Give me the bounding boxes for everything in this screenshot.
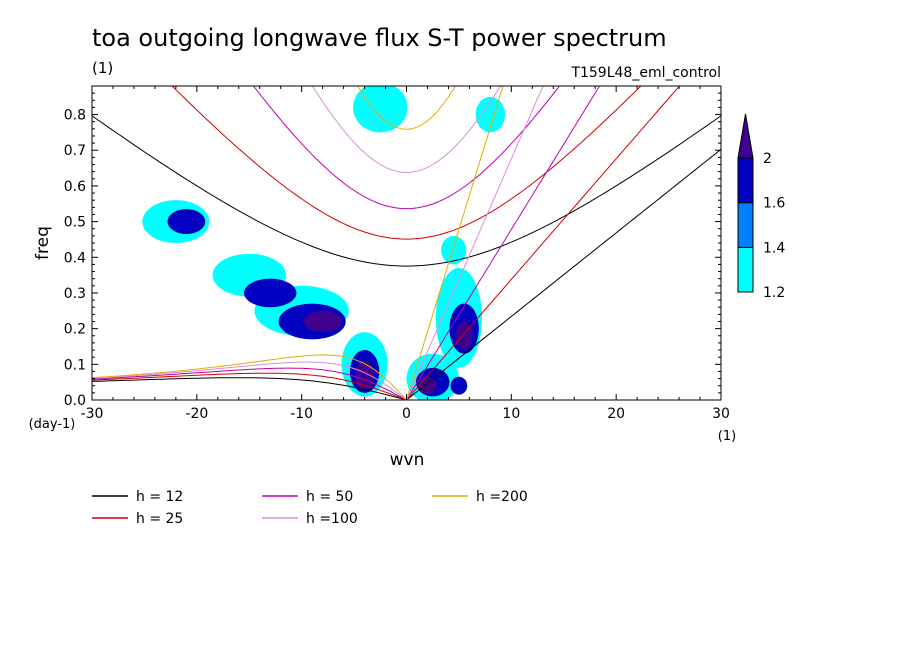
kelvin-curve <box>406 86 601 400</box>
rossby-curve <box>92 354 407 400</box>
colorbar-label: 1.4 <box>763 240 785 256</box>
gravity-wave-curve <box>252 86 561 210</box>
colorbar: 1.2 1.4 1.6 2 <box>737 113 785 301</box>
legend-label: h = 50 <box>306 489 353 505</box>
gravity-wave-curve <box>311 86 502 173</box>
colorbar-label: 1.2 <box>763 285 785 301</box>
x-tick-label: 0 <box>402 406 411 422</box>
rossby-curve <box>92 377 407 400</box>
legend-label: h =100 <box>306 511 358 527</box>
kelvin-curve <box>406 86 544 400</box>
x-tick-label: -20 <box>185 406 208 422</box>
y-tick-label: 0.4 <box>64 250 86 266</box>
legend-label: h = 12 <box>136 489 183 505</box>
legend-label: h =200 <box>476 489 528 505</box>
contour-region <box>418 376 437 395</box>
x-tick-label: 30 <box>712 406 730 422</box>
gravity-wave-curve <box>92 115 721 267</box>
x-tick-label: 20 <box>607 406 625 422</box>
contour-region <box>167 209 206 235</box>
legend: h = 12 h = 25 h = 50 h =100 h =200 <box>92 489 528 527</box>
contour-region <box>353 86 408 133</box>
rossby-curve <box>92 367 407 400</box>
contour-region <box>450 376 468 395</box>
contour-region <box>475 96 506 133</box>
gravity-wave-curve <box>171 86 642 240</box>
rossby-curve <box>92 372 407 400</box>
x-tick-label: -30 <box>81 406 104 422</box>
contour-region <box>455 321 473 351</box>
legend-label: h = 25 <box>136 511 183 527</box>
y-tick-label: 0.7 <box>64 143 86 159</box>
contour-layer <box>142 86 506 400</box>
y-tick-label: 0.1 <box>64 357 86 373</box>
y-tick-label: 0.5 <box>64 215 86 231</box>
contour-region <box>303 310 342 333</box>
colorbar-label: 2 <box>763 151 772 167</box>
x-tick-label: 10 <box>502 406 520 422</box>
units-label: (1) <box>92 59 113 77</box>
experiment-label: T159L48_eml_control <box>570 65 721 81</box>
colorbar-segment <box>737 246 754 293</box>
x-units-label: (1) <box>718 429 736 444</box>
x-tick-label: -10 <box>290 406 313 422</box>
y-units-label: (day-1) <box>29 417 76 432</box>
colorbar-label: 1.6 <box>763 196 785 212</box>
chart-title: toa outgoing longwave flux S-T power spe… <box>92 24 667 52</box>
plot-frame <box>91 85 722 401</box>
kelvin-curve <box>406 86 504 400</box>
y-tick-label: 0.8 <box>64 108 86 124</box>
kelvin-curve <box>406 86 681 400</box>
colorbar-arrow <box>737 113 754 159</box>
contour-region <box>441 235 467 265</box>
rossby-curve <box>92 361 407 400</box>
contour-region <box>244 278 297 308</box>
gravity-wave-curve <box>357 86 456 130</box>
y-tick-label: 0.3 <box>64 286 86 302</box>
y-tick-label: 0.0 <box>64 393 86 409</box>
dispersion-curves <box>92 86 721 400</box>
y-axis-label: freq <box>33 226 53 260</box>
y-tick-label: 0.6 <box>64 179 86 195</box>
colorbar-segment <box>737 157 754 204</box>
y-tick-label: 0.2 <box>64 322 86 338</box>
x-axis-label: wvn <box>390 450 425 470</box>
kelvin-curve <box>406 148 721 400</box>
colorbar-segment <box>737 202 754 248</box>
